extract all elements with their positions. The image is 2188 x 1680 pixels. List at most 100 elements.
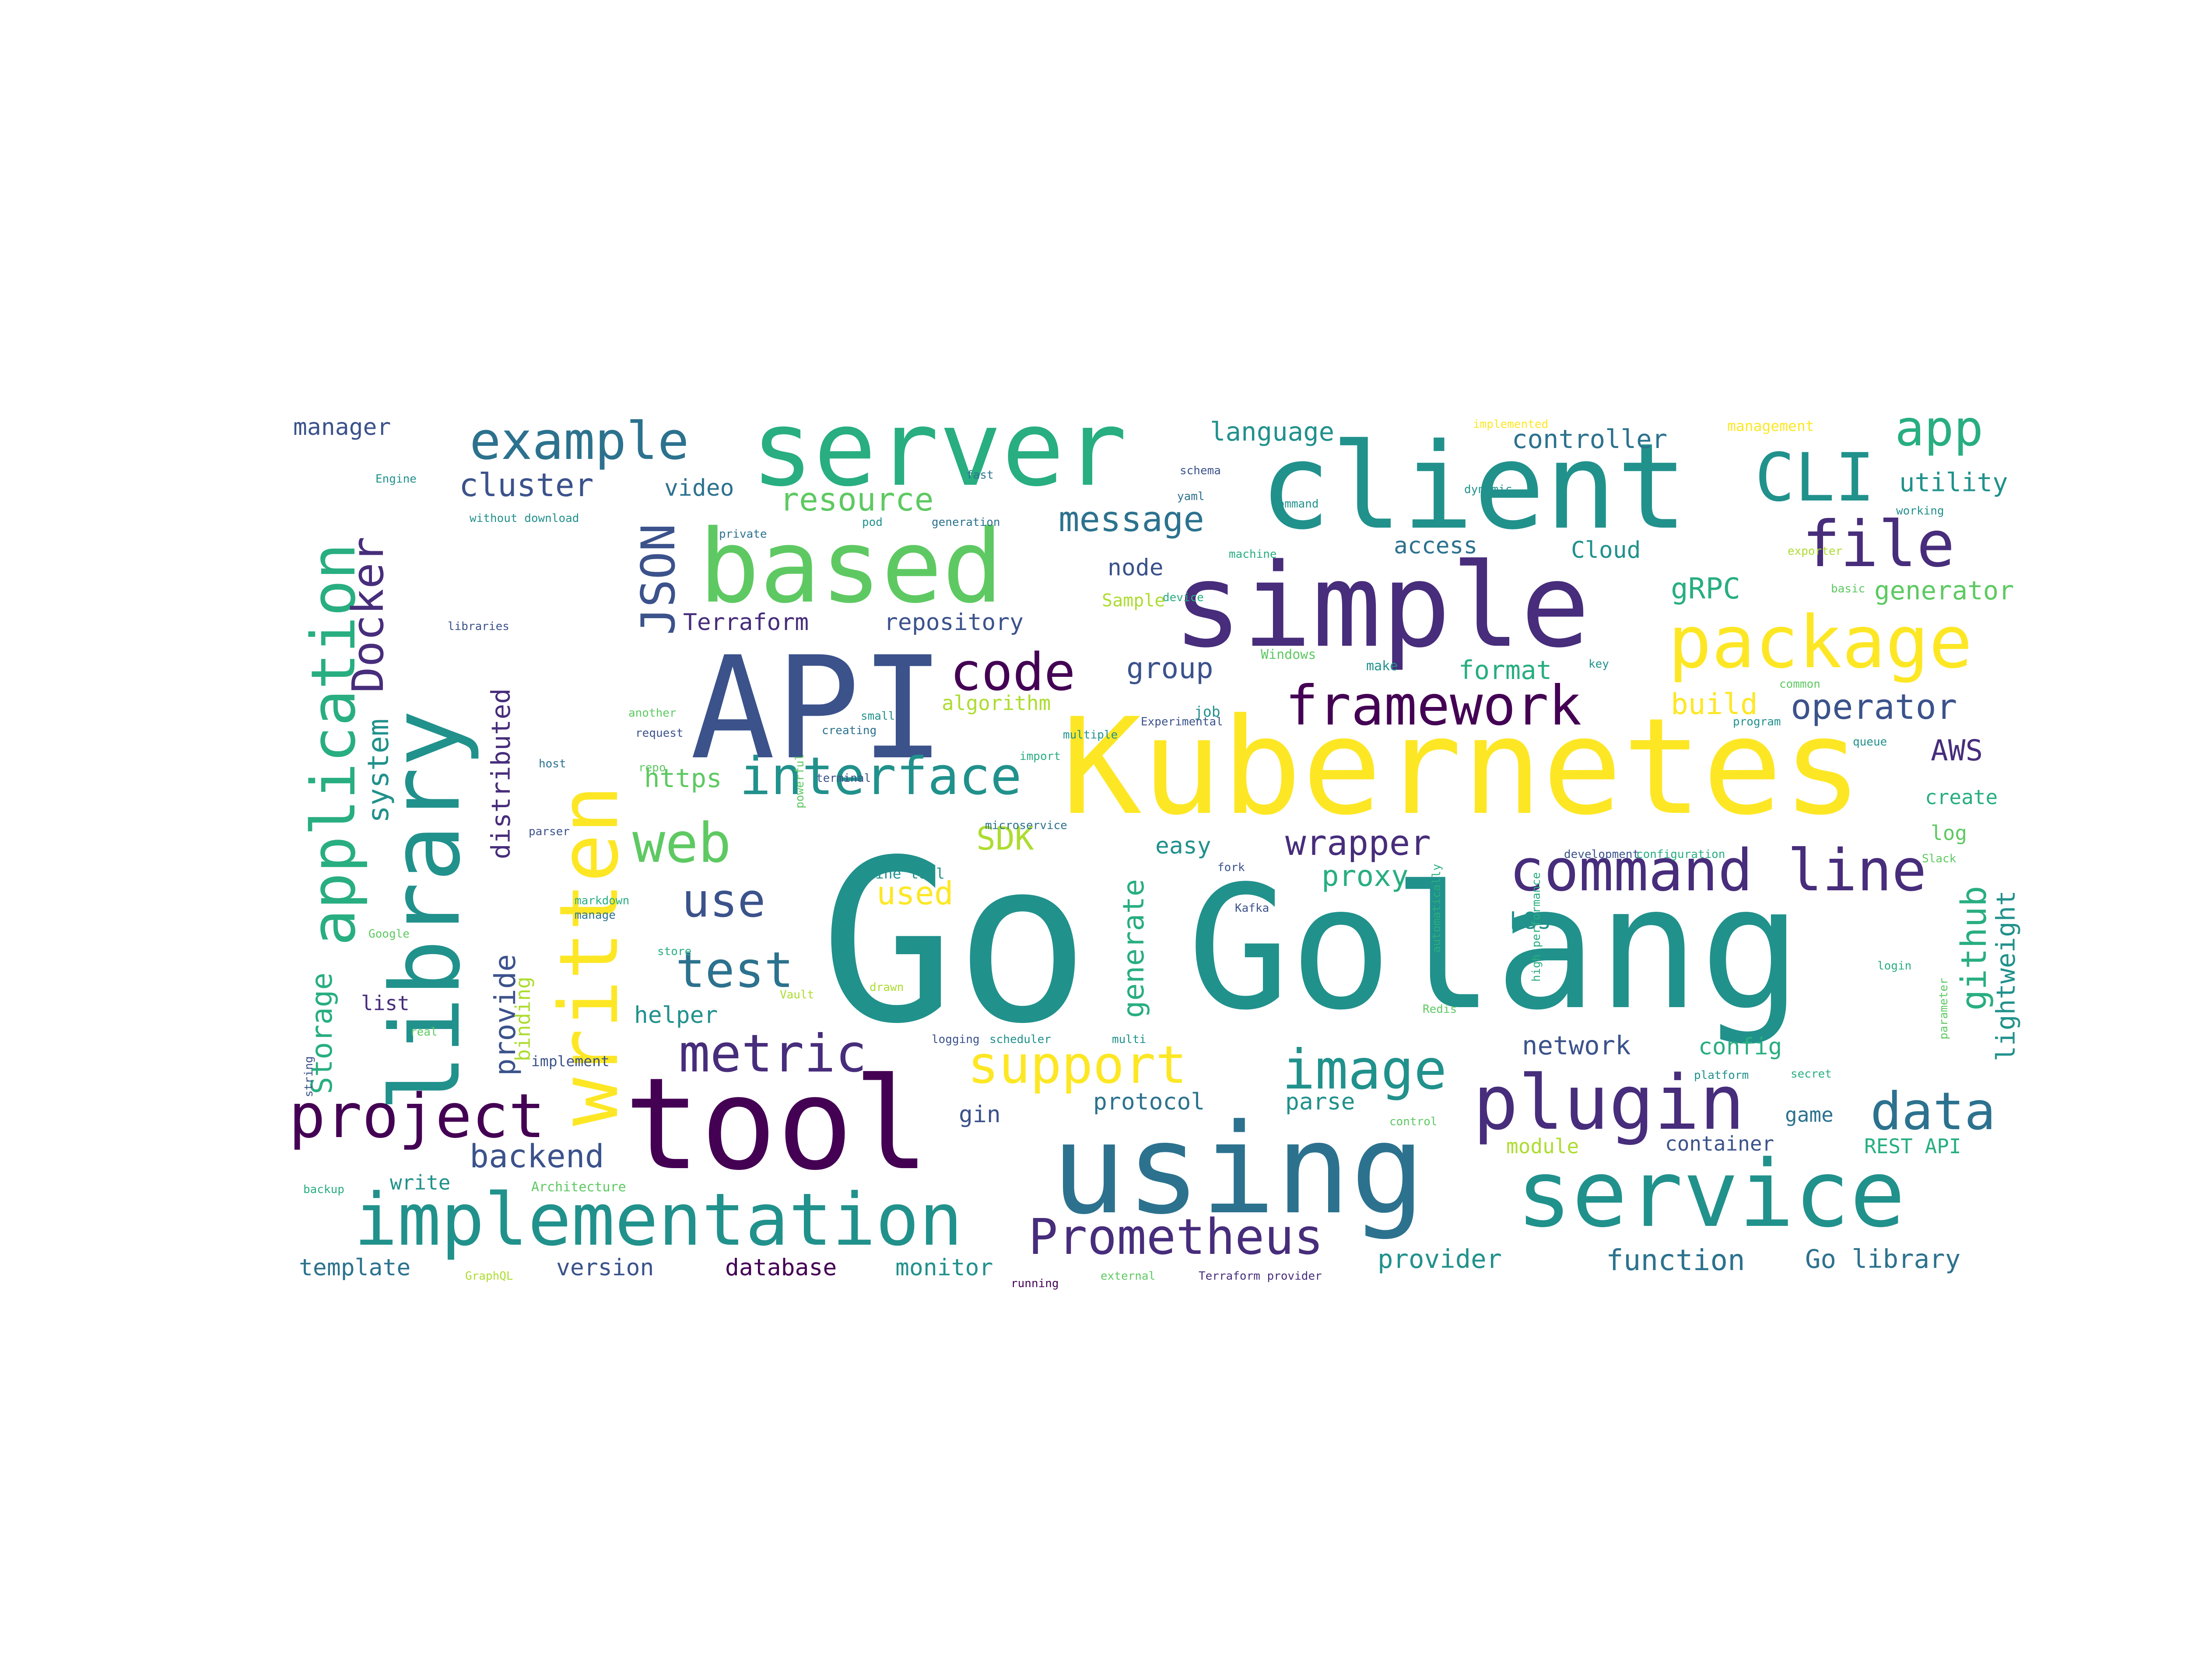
word-github: github <box>1954 886 1994 1011</box>
word-image: image <box>1282 1038 1447 1102</box>
word-module: module <box>1506 1134 1579 1158</box>
word-use: use <box>682 874 766 928</box>
word-game: game <box>1785 1103 1834 1127</box>
word-architecture: Architecture <box>531 1180 626 1195</box>
word-common: common <box>1779 678 1820 691</box>
word-binding: binding <box>511 976 535 1061</box>
word-command: command <box>1271 497 1319 511</box>
word-configuration: configuration <box>1636 848 1725 861</box>
word-framework: framework <box>1285 674 1582 738</box>
word-make: make <box>1366 658 1398 674</box>
word-controller: controller <box>1512 424 1668 454</box>
word-libraries: libraries <box>448 620 509 633</box>
word-config: config <box>1698 1033 1782 1060</box>
word-test: test <box>676 942 794 999</box>
word-operator: operator <box>1791 687 1957 727</box>
word-server: server <box>751 388 1127 510</box>
word-protocol: protocol <box>1093 1088 1205 1115</box>
word-gin: gin <box>959 1101 1001 1128</box>
word-example: example <box>470 411 689 472</box>
word-parameter: parameter <box>1937 978 1950 1040</box>
word-markdown: markdown <box>575 894 630 907</box>
word-terraform-provider: Terraform provider <box>1199 1270 1322 1283</box>
word-real: real <box>410 1026 438 1039</box>
word-exporter: exporter <box>1788 545 1843 558</box>
word-terraform: Terraform <box>683 609 809 636</box>
word-easy: easy <box>1155 833 1211 859</box>
word-scheduler: scheduler <box>989 1033 1051 1046</box>
word-slack: Slack <box>1922 852 1957 865</box>
word-vault: Vault <box>780 988 814 1001</box>
word-using: using <box>1051 1097 1425 1242</box>
word-another: another <box>628 707 677 720</box>
word-file: file <box>1802 508 1955 581</box>
word-running: running <box>1011 1277 1059 1290</box>
word-backup: backup <box>303 1183 344 1196</box>
word-cloud: Cloud <box>1571 537 1641 564</box>
word-repository: repository <box>884 609 1024 636</box>
word-access: access <box>1394 532 1478 559</box>
word-interface: interface <box>740 746 1022 807</box>
word-prometheus: Prometheus <box>1028 1209 1324 1266</box>
word-sdk: SDK <box>976 820 1034 858</box>
word-manage: manage <box>575 909 616 922</box>
word-helper: helper <box>634 1002 718 1029</box>
word-support: support <box>968 1035 1187 1096</box>
word-terminal: terminal <box>816 772 871 785</box>
word-management: management <box>1727 417 1814 434</box>
word-project: project <box>289 1081 545 1152</box>
word-line-tool: line tool <box>866 865 945 882</box>
word-external: external <box>1101 1270 1156 1283</box>
word-version: version <box>556 1254 654 1281</box>
word-kubernetes: Kubernetes <box>1062 690 1863 844</box>
word-metric: metric <box>679 1024 867 1084</box>
word-client: client <box>1259 417 1688 556</box>
word-windows: Windows <box>1261 647 1316 662</box>
word-logging: logging <box>932 1033 980 1046</box>
word-without-download: without download <box>470 512 579 525</box>
word-data: data <box>1870 1082 1996 1142</box>
word-algorithm: algorithm <box>942 691 1051 715</box>
word-redis: Redis <box>1423 1003 1457 1016</box>
word-service: service <box>1516 1140 1906 1248</box>
word-control: control <box>1389 1115 1438 1128</box>
word-database: database <box>725 1254 837 1281</box>
word-small: small <box>861 710 895 723</box>
word-fast: fast <box>966 469 994 482</box>
word-powerful: powerful <box>793 753 806 808</box>
word-language: language <box>1210 416 1335 447</box>
word-code: code <box>950 642 1076 703</box>
word-distributed: distributed <box>486 688 516 859</box>
word-implemented: implemented <box>1473 418 1549 431</box>
word-provider: provider <box>1378 1244 1502 1274</box>
word-aws: AWS <box>1931 734 1983 767</box>
word-network: network <box>1522 1030 1631 1060</box>
word-command-line: command line <box>1509 837 1927 904</box>
word-repo: repo <box>638 761 666 774</box>
word-key: key <box>1588 658 1609 671</box>
word-based: based <box>699 508 1003 626</box>
word-engine: Engine <box>375 472 417 486</box>
word-sample: Sample <box>1102 591 1165 611</box>
word-implementation: implementation <box>354 1178 963 1262</box>
word-automatically: automatically <box>1430 864 1443 953</box>
word-device: device <box>1163 591 1204 604</box>
word-basic: basic <box>1831 582 1865 595</box>
word-tool: tool <box>624 1051 930 1198</box>
word-grpc: gRPC <box>1671 572 1740 606</box>
word-parser: parser <box>529 825 570 838</box>
word-pod: pod <box>862 516 883 529</box>
word-wrapper: wrapper <box>1285 823 1431 863</box>
word-backend: backend <box>470 1138 604 1175</box>
word-used: used <box>877 875 954 912</box>
word-host: host <box>539 757 566 770</box>
word-multi: multi <box>1112 1033 1147 1046</box>
word-development: development <box>1564 848 1640 861</box>
word-k8s: k8s <box>1509 908 1551 934</box>
word-request: request <box>635 727 684 740</box>
word-api: API <box>690 626 946 791</box>
word-lightweight: lightweight <box>1991 890 2021 1061</box>
word-plugin: plugin <box>1473 1059 1745 1147</box>
word-parse: parse <box>1285 1088 1355 1115</box>
